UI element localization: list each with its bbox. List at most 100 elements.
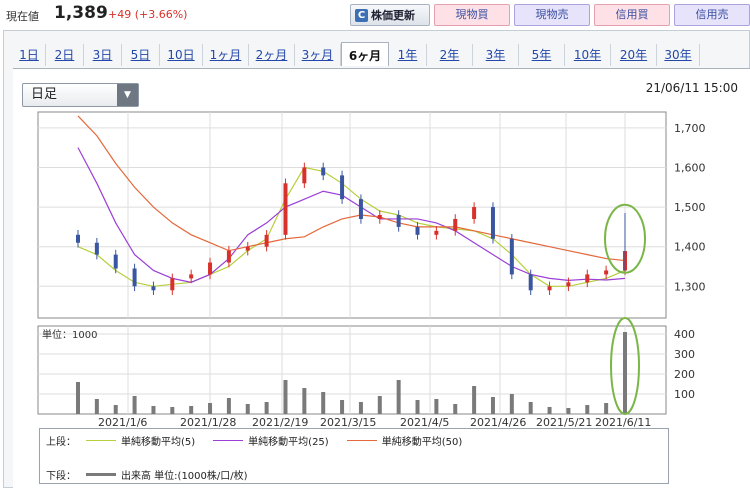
tab-period-5[interactable]: 1ヶ月 [203,44,249,66]
price-tick-label: 1,600 [674,161,706,174]
refresh-icon: C [355,8,368,22]
volume-bar [490,397,495,414]
volume-bar [189,406,194,414]
candle-body [340,175,345,200]
candle-body [189,274,194,279]
candle-body [358,199,363,219]
volume-tick-label: 200 [674,368,695,381]
x-tick-label: 2021/3/15 [320,416,376,429]
tab-period-9[interactable]: 1年 [389,44,427,66]
refresh-label: 株価更新 [371,9,415,22]
candle-body [264,234,269,247]
tab-period-13[interactable]: 10年 [565,44,611,66]
volume-bar [547,407,552,414]
volume-bar [245,404,250,414]
volume-swatch [86,473,116,476]
candle-body [585,274,590,283]
volume-bar [113,405,118,414]
volume-unit-label: 単位：1000 [42,328,97,341]
tab-period-1[interactable]: 2日 [46,44,84,66]
tab-period-6[interactable]: 2ヶ月 [249,44,295,66]
tab-period-4[interactable]: 10日 [160,44,203,66]
candle-body [94,242,99,255]
volume-bar [585,405,590,414]
margin-buy-button[interactable]: 信用買 [594,4,670,26]
ma25-line [77,147,626,283]
highlight-volume-ellipse [610,317,640,415]
legend-upper-label: 上段： [46,437,76,448]
volume-bar [321,392,326,414]
volume-panel [37,325,667,415]
price-tick-label: 1,500 [674,201,706,214]
candle-body [434,230,439,235]
candle-body [528,274,533,291]
refresh-price-button[interactable]: C 株価更新 [350,4,430,26]
legend-ma50: 単純移動平均(50) [381,437,463,448]
candle-body [509,238,514,275]
ma5-line [77,166,626,287]
spot-buy-button[interactable]: 現物買 [434,4,510,26]
candle-body [132,268,137,287]
candle-body [415,226,420,235]
volume-bar [151,406,156,414]
legend-ma25: 単純移動平均(25) [248,437,329,448]
volume-bar [283,380,288,414]
candle-body [547,286,552,291]
candle-body [170,278,175,291]
volume-tick-label: 400 [674,328,695,341]
legend-ma5: 単純移動平均(5) [121,437,196,448]
candle-body [151,286,156,291]
legend-volume: 出来高 単位:(1000株/口/枚) [121,471,248,482]
x-tick-label: 2021/6/11 [595,416,651,429]
candle-body [377,215,382,219]
price-tick-label: 1,400 [674,241,706,254]
tab-period-10[interactable]: 2年 [427,44,473,66]
volume-bar [76,382,80,414]
volume-bar [358,402,363,414]
candle-body [321,167,326,176]
tab-period-12[interactable]: 5年 [519,44,565,66]
volume-bar [94,399,99,414]
candle-body [245,246,250,251]
volume-bar [528,402,533,414]
volume-bar [302,388,307,414]
highlight-price-ellipse [604,203,646,274]
ma5-swatch [86,440,116,441]
tab-period-0[interactable]: 1日 [13,44,46,66]
tab-period-14[interactable]: 20年 [611,44,657,66]
volume-bar [434,399,439,414]
candle-body [76,234,80,243]
tab-period-3[interactable]: 5日 [122,44,160,66]
margin-sell-button[interactable]: 信用売 [674,4,750,26]
price-panel [37,111,667,319]
tab-period-8[interactable]: 6ヶ月 [341,42,389,66]
volume-bar [509,394,514,414]
volume-bar [472,386,477,414]
candle-body [302,167,307,184]
price-tick-label: 1,700 [674,122,706,135]
x-tick-label: 2021/4/26 [470,416,526,429]
candle-body [566,282,571,287]
spot-sell-button[interactable]: 現物売 [514,4,590,26]
ma50-line [77,115,626,262]
chevron-down-icon: ▼ [117,84,138,106]
period-tabs: 1日 2日 3日 5日 10日 1ヶ月 2ヶ月 3ヶ月 6ヶ月 1年 2年 3年 5年 10年 20年 30年 [13,42,700,66]
x-tick-label: 2021/1/28 [180,416,236,429]
volume-bar [623,332,627,414]
tab-period-2[interactable]: 3日 [84,44,122,66]
candle-body [283,183,288,235]
tab-period-15[interactable]: 30年 [657,44,700,66]
tab-period-7[interactable]: 3ヶ月 [295,44,341,66]
candle-body [453,218,458,231]
volume-bar [264,402,269,414]
candle-body [113,254,118,269]
x-tick-label: 2021/2/19 [252,416,308,429]
volume-bar [170,407,175,414]
candle-body [604,270,609,275]
tab-period-11[interactable]: 3年 [473,44,519,66]
price-tick-label: 1,300 [674,280,706,293]
interval-select[interactable]: 日足 ▼ [22,83,139,107]
x-tick-label: 2021/1/6 [98,416,147,429]
price-change: +49 (+3.66%) [108,8,188,21]
